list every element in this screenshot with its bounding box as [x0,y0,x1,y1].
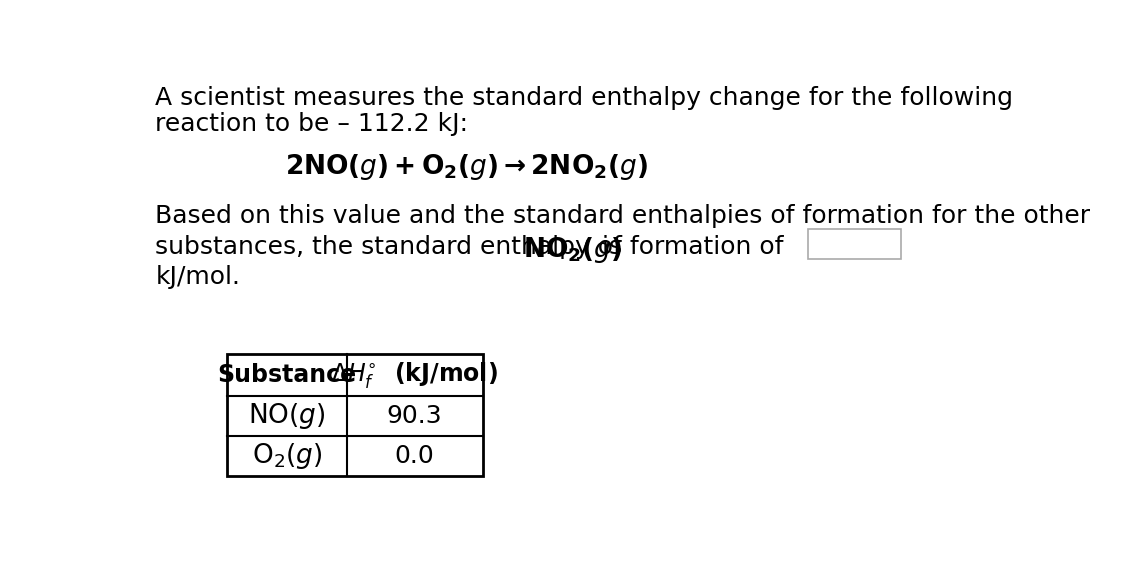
Text: $\mathrm{O_2(}$$\mathit{g}$$\mathrm{)}$: $\mathrm{O_2(}$$\mathit{g}$$\mathrm{)}$ [251,441,323,471]
Text: Based on this value and the standard enthalpies of formation for the other: Based on this value and the standard ent… [155,204,1090,228]
Text: substances, the standard enthalpy of formation of: substances, the standard enthalpy of for… [155,234,792,259]
Text: $\bf{NO_2(}$$\it{g}$$\bf{)}$: $\bf{NO_2(}$$\it{g}$$\bf{)}$ [523,234,621,264]
Text: 0.0: 0.0 [395,445,435,468]
Text: is: is [594,234,623,259]
FancyBboxPatch shape [226,354,482,476]
Text: reaction to be – 112.2 kJ:: reaction to be – 112.2 kJ: [155,112,469,137]
Text: $\mathrm{NO(}$$\mathit{g}$$\mathrm{)}$: $\mathrm{NO(}$$\mathit{g}$$\mathrm{)}$ [248,401,326,431]
Text: A scientist measures the standard enthalpy change for the following: A scientist measures the standard enthal… [155,86,1013,110]
Text: $\bf{2NO(}$$\it{g}$$\bf{) + O_2(}$$\it{g}$$\bf{) \rightarrow 2NO_2(}$$\it{g}$$\b: $\bf{2NO(}$$\it{g}$$\bf{) + O_2(}$$\it{g… [285,152,648,182]
Text: kJ/mol.: kJ/mol. [155,266,240,290]
Text: 90.3: 90.3 [387,404,443,429]
FancyBboxPatch shape [808,229,901,259]
Text: $\Delta\mathit{H}_f^{\circ}$  (kJ/mol): $\Delta\mathit{H}_f^{\circ}$ (kJ/mol) [332,360,498,390]
Text: Substance: Substance [217,363,357,387]
